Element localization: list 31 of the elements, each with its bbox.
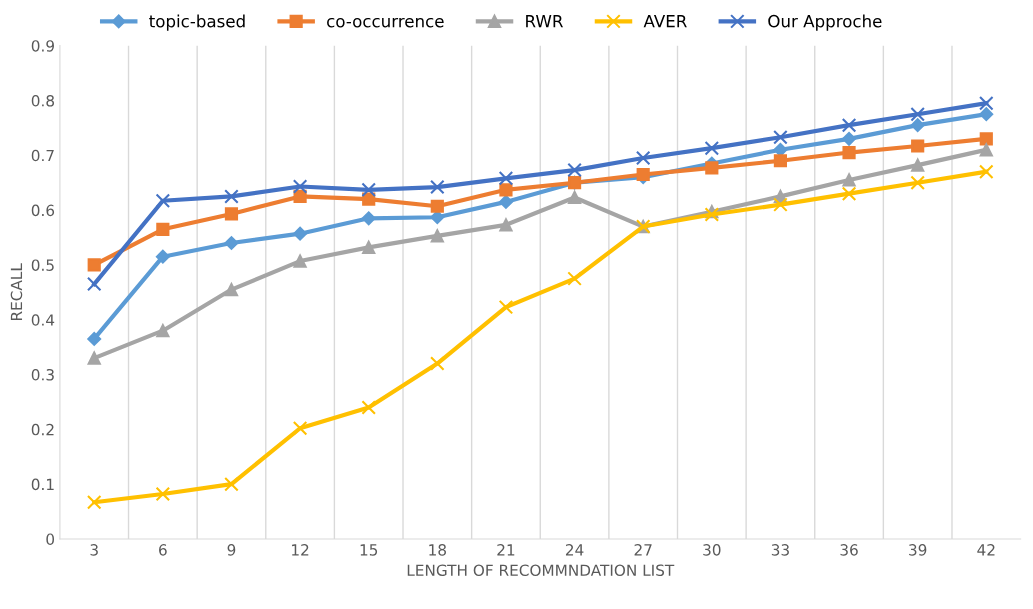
y-tick-label: 0.1 bbox=[31, 478, 54, 491]
x-tick-label: 39 bbox=[909, 544, 927, 556]
y-tick-label: 0.8 bbox=[31, 94, 55, 107]
x-tick-label: 6 bbox=[159, 544, 167, 556]
x-tick-label: 24 bbox=[565, 544, 584, 556]
y-tick-label: 0.9 bbox=[31, 40, 54, 52]
x-tick-label: 42 bbox=[977, 544, 995, 556]
x-tick-label: 12 bbox=[292, 544, 309, 556]
x-axis-title: LENGTH OF RECOMMNDATION LIST bbox=[407, 564, 675, 576]
y-tick-label: 0.7 bbox=[31, 149, 54, 162]
legend-label: co-occurrence bbox=[327, 17, 444, 28]
x-tick-label: 15 bbox=[360, 544, 378, 556]
y-tick-label: 0.5 bbox=[31, 259, 54, 271]
x-tick-label: 21 bbox=[497, 544, 515, 556]
y-tick-label: 0.3 bbox=[31, 369, 54, 381]
x-tick-label: 3 bbox=[90, 544, 98, 556]
x-tick-label: 33 bbox=[771, 544, 789, 556]
y-tick-label: 0.2 bbox=[31, 423, 54, 436]
x-tick-label: 9 bbox=[227, 544, 236, 556]
legend-label: RWR bbox=[526, 15, 564, 28]
x-tick-label: 36 bbox=[840, 544, 858, 556]
legend-label: AVER bbox=[643, 15, 687, 28]
legend-label: topic-based bbox=[149, 14, 245, 31]
y-tick-label: 0 bbox=[46, 533, 55, 545]
legend-label: Our Approche bbox=[768, 14, 882, 31]
x-tick-label: 18 bbox=[429, 544, 446, 556]
x-tick-label: 27 bbox=[634, 544, 652, 556]
x-tick-label: 30 bbox=[703, 544, 721, 556]
y-tick-label: 0.4 bbox=[31, 314, 55, 326]
y-axis-title: RECALL bbox=[10, 263, 23, 321]
y-tick-label: 0.6 bbox=[31, 204, 55, 217]
